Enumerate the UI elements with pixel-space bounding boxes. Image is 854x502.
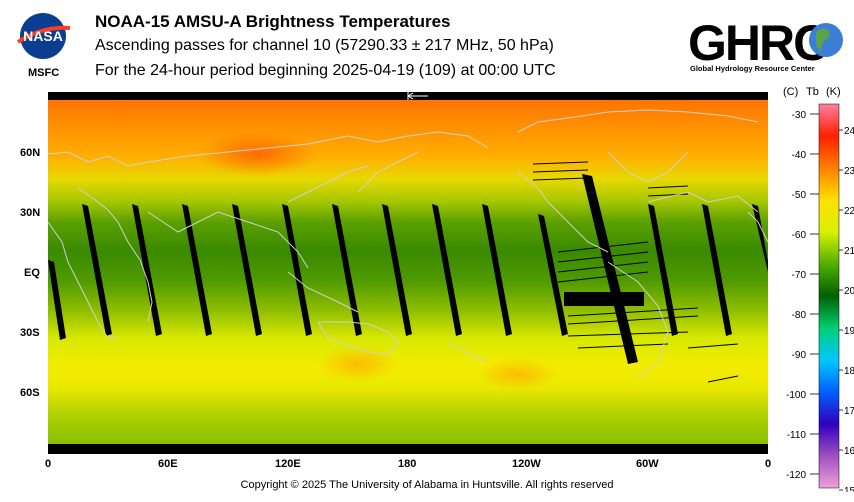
ghrc-logo: GHRC <box>688 15 843 71</box>
colorbar-celsius-tick: -120 <box>786 470 806 481</box>
colorbar-celsius-tick: -40 <box>792 150 807 161</box>
lat-label-60n: 60N <box>20 147 41 159</box>
lon-label-120e: 120E <box>275 458 301 470</box>
colorbar-unit-k: (K) <box>826 86 841 98</box>
colorbar-celsius-tick: -60 <box>792 230 807 241</box>
colorbar: -30 -40 -50 -60 -70 -80 -90 -100 -110 -120 240 230 2… <box>786 103 854 492</box>
ghrc-full-name: Global Hydrology Resource Center <box>690 64 815 73</box>
lat-label-60s: 60S <box>20 387 40 399</box>
colorbar-celsius-tick: -30 <box>792 110 807 121</box>
colorbar-kelvin-tick: 200 <box>844 286 854 297</box>
lat-label-eq: EQ <box>24 267 40 279</box>
colorbar-kelvin-tick: 160 <box>844 446 854 457</box>
colorbar-kelvin-tick: 180 <box>844 366 854 377</box>
lon-label-180: 180 <box>398 458 417 470</box>
lon-label-0: 0 <box>45 458 52 470</box>
colorbar-celsius-tick: -110 <box>787 430 807 441</box>
nasa-logo: NASA <box>16 13 71 59</box>
lon-label-60w: 60W <box>636 458 659 470</box>
map-subtitle: Ascending passes for channel 10 (57290.3… <box>95 37 554 54</box>
map-period: For the 24-hour period beginning 2025-04… <box>95 62 556 79</box>
lon-label-120w: 120W <box>512 458 541 470</box>
colorbar-celsius-tick: -100 <box>786 390 806 401</box>
colorbar-kelvin-tick: 240 <box>844 126 854 137</box>
map-title: NOAA-15 AMSU-A Brightness Temperatures <box>95 12 451 31</box>
colorbar-celsius-tick: -90 <box>792 350 807 361</box>
colorbar-celsius-tick: -70 <box>792 270 807 281</box>
svg-text:GHRC: GHRC <box>688 15 828 71</box>
colorbar-kelvin-tick: 210 <box>844 246 854 257</box>
colorbar-celsius-tick: -80 <box>792 310 807 321</box>
lon-label-0-east: 0 <box>765 458 772 470</box>
colorbar-kelvin-tick: 170 <box>844 406 854 417</box>
copyright-notice: Copyright © 2025 The University of Alaba… <box>240 479 614 491</box>
lat-label-30s: 30S <box>20 327 40 339</box>
brightness-temperature-map <box>48 92 768 454</box>
colorbar-kelvin-tick: 150 <box>844 486 854 492</box>
colorbar-unit-tb: Tb <box>806 86 819 98</box>
msfc-label: MSFC <box>28 67 60 79</box>
lat-label-30n: 30N <box>20 207 41 219</box>
orbit-gaps <box>48 174 768 364</box>
colorbar-kelvin-tick: 220 <box>844 206 854 217</box>
colorbar-unit-c: (C) <box>783 86 799 98</box>
coastlines <box>48 109 768 379</box>
colorbar-celsius-tick: -50 <box>792 190 807 201</box>
colorbar-kelvin-tick: 230 <box>844 166 854 177</box>
svg-text:NASA: NASA <box>23 28 63 44</box>
lon-label-60e: 60E <box>158 458 178 470</box>
colorbar-kelvin-tick: 190 <box>844 326 854 337</box>
